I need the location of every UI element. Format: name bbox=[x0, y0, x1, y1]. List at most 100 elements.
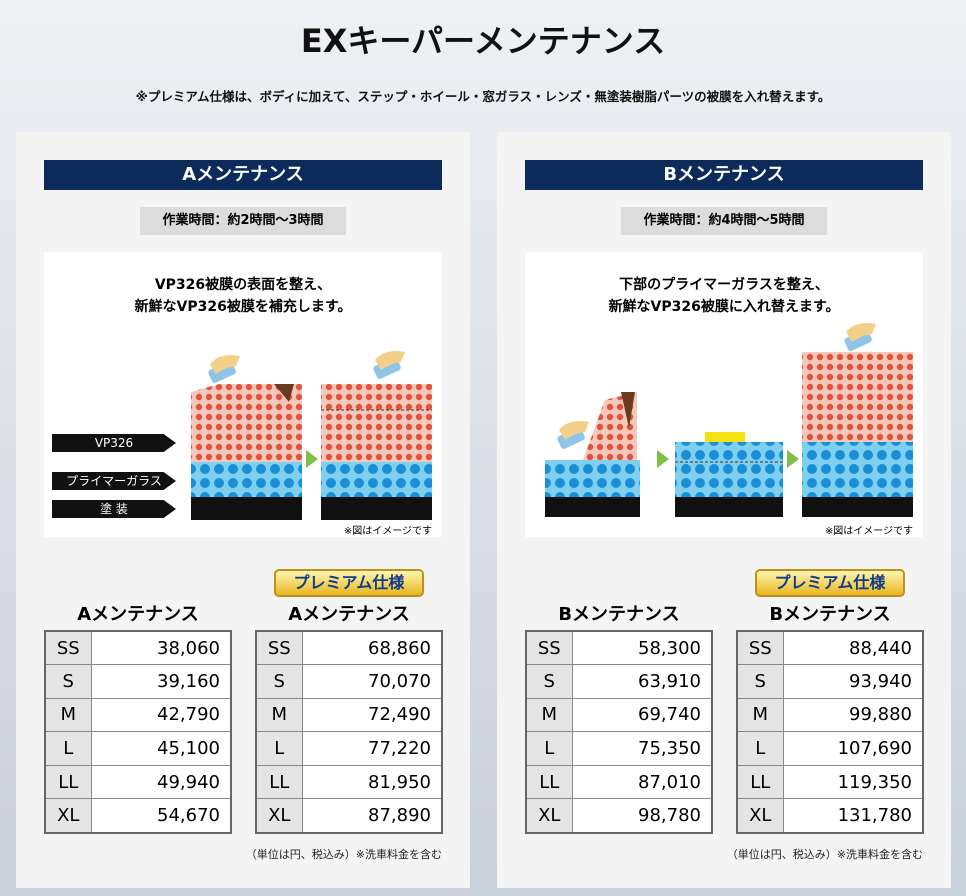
price-cell: 107,690 bbox=[782, 731, 924, 766]
caption: 新鮮なVP326被膜を補充します。 bbox=[134, 299, 352, 315]
panel: Bメンテナンス 作業時間：約4時間〜5時間 下部のプライマーガラスを整え、 新鮮なVP… bbox=[497, 132, 951, 888]
layer-label: VP326 bbox=[52, 434, 176, 452]
size-cell: M bbox=[736, 697, 784, 733]
price-cell: 98,780 bbox=[571, 798, 713, 834]
premium-badge: プレミアム仕様 bbox=[274, 569, 424, 597]
price-cell: 87,890 bbox=[301, 798, 443, 834]
table-row: S 70,070 bbox=[255, 664, 443, 699]
size-cell: XL bbox=[525, 798, 573, 834]
size-cell: S bbox=[255, 664, 303, 699]
diagram bbox=[545, 323, 913, 517]
table-row: S 39,160 bbox=[44, 664, 232, 699]
size-cell: SS bbox=[736, 630, 784, 666]
table-row: LL 49,940 bbox=[44, 764, 232, 800]
price-cell: 49,940 bbox=[90, 764, 232, 800]
price-cell: 58,300 bbox=[571, 630, 713, 666]
price-cell: 99,880 bbox=[782, 697, 924, 733]
size-cell: L bbox=[736, 731, 784, 766]
price-cell: 38,060 bbox=[90, 630, 232, 666]
illustration: 下部のプライマーガラスを整え、 新鮮なVP326被膜に入れ替えます。 ※図はイメージ… bbox=[525, 252, 923, 537]
size-cell: LL bbox=[255, 764, 303, 800]
price-cell: 87,010 bbox=[571, 764, 713, 800]
price-cell: 42,790 bbox=[90, 697, 232, 733]
price-cell: 69,740 bbox=[571, 697, 713, 733]
size-cell: L bbox=[255, 731, 303, 766]
price-cell: 45,100 bbox=[90, 731, 232, 766]
size-cell: LL bbox=[736, 764, 784, 800]
table-row: LL 81,950 bbox=[255, 764, 443, 800]
panel: Aメンテナンス 作業時間：約2時間〜3時間 VP326被膜の表面を整え、 新鮮なVP3… bbox=[16, 132, 470, 888]
diagram bbox=[191, 351, 432, 520]
table-row: L 77,220 bbox=[255, 731, 443, 766]
size-cell: SS bbox=[525, 630, 573, 666]
premium-badge: プレミアム仕様 bbox=[755, 569, 905, 597]
table-row: XL 131,780 bbox=[736, 798, 924, 834]
image-note: ※図はイメージです bbox=[824, 526, 913, 537]
table-row: L 45,100 bbox=[44, 731, 232, 766]
table-title: Bメンテナンス bbox=[558, 604, 680, 625]
image-note: ※図はイメージです bbox=[343, 526, 432, 537]
panel-heading: Aメンテナンス bbox=[44, 160, 442, 190]
price-cell: 68,860 bbox=[301, 630, 443, 666]
price-cell: 72,490 bbox=[301, 697, 443, 733]
caption: VP326被膜の表面を整え、 bbox=[154, 277, 332, 293]
size-cell: SS bbox=[44, 630, 92, 666]
illustration: VP326被膜の表面を整え、新鮮なVP326被膜を補充します。 VP326 プライマ… bbox=[44, 252, 442, 537]
table-title: Aメンテナンス bbox=[288, 604, 410, 625]
price-table: SS 88,440 S 93,940 M 99,880 L 107,690 LL 119,350 X… bbox=[736, 630, 924, 834]
note: ※プレミアム仕様は、ボディに加えて、ステップ・ホイール・窓ガラス・レンズ・無塗装… bbox=[135, 89, 831, 104]
size-cell: XL bbox=[44, 798, 92, 834]
table-title: Aメンテナンス bbox=[77, 604, 199, 625]
price-cell: 75,350 bbox=[571, 731, 713, 766]
size-cell: LL bbox=[44, 764, 92, 800]
table-row: S 63,910 bbox=[525, 664, 713, 699]
table-row: SS 38,060 bbox=[44, 630, 232, 666]
price-cell: 63,910 bbox=[571, 664, 713, 699]
price-cell: 93,940 bbox=[782, 664, 924, 699]
layer-label: プライマーガラス bbox=[52, 472, 176, 490]
size-cell: L bbox=[525, 731, 573, 766]
work-time: 作業時間：約2時間〜3時間 bbox=[140, 207, 346, 235]
table-row: XL 54,670 bbox=[44, 798, 232, 834]
table-row: XL 98,780 bbox=[525, 798, 713, 834]
price-table: SS 38,060 S 39,160 M 42,790 L 45,100 LL 49,940 XL 5… bbox=[44, 630, 232, 834]
page-title: EXキーパーメンテナンス bbox=[300, 22, 666, 60]
price-table: SS 68,860 S 70,070 M 72,490 L 77,220 LL 81,950 XL 8… bbox=[255, 630, 443, 834]
panel-heading: Bメンテナンス bbox=[525, 160, 923, 190]
table-row: S 93,940 bbox=[736, 664, 924, 699]
table-row: M 69,740 bbox=[525, 697, 713, 733]
footnote: （単位は円、税込み）※洗車料金を含む bbox=[245, 848, 442, 861]
table-row: M 72,490 bbox=[255, 697, 443, 733]
footnote: （単位は円、税込み）※洗車料金を含む bbox=[726, 848, 923, 861]
price-cell: 88,440 bbox=[782, 630, 924, 666]
caption: 下部のプライマーガラスを整え、 bbox=[619, 277, 829, 293]
price-cell: 119,350 bbox=[782, 764, 924, 800]
layer-label: 塗 装 bbox=[52, 500, 176, 518]
table-row: XL 87,890 bbox=[255, 798, 443, 834]
price-cell: 131,780 bbox=[782, 798, 924, 834]
price-cell: 70,070 bbox=[301, 664, 443, 699]
price-cell: 39,160 bbox=[90, 664, 232, 699]
size-cell: LL bbox=[525, 764, 573, 800]
size-cell: M bbox=[44, 697, 92, 733]
table-row: SS 88,440 bbox=[736, 630, 924, 666]
table-row: L 107,690 bbox=[736, 731, 924, 766]
table-row: L 75,350 bbox=[525, 731, 713, 766]
price-cell: 54,670 bbox=[90, 798, 232, 834]
table-row: SS 58,300 bbox=[525, 630, 713, 666]
price-cell: 81,950 bbox=[301, 764, 443, 800]
price-table: SS 58,300 S 63,910 M 69,740 L 75,350 LL 87,010 XL 9… bbox=[525, 630, 713, 834]
price-cell: 77,220 bbox=[301, 731, 443, 766]
table-title: Bメンテナンス bbox=[769, 604, 891, 625]
size-cell: S bbox=[736, 664, 784, 699]
size-cell: M bbox=[255, 697, 303, 733]
work-time: 作業時間：約4時間〜5時間 bbox=[621, 207, 827, 235]
table-row: LL 119,350 bbox=[736, 764, 924, 800]
size-cell: XL bbox=[736, 798, 784, 834]
size-cell: XL bbox=[255, 798, 303, 834]
caption: 新鮮なVP326被膜に入れ替えます。 bbox=[608, 299, 840, 315]
size-cell: S bbox=[44, 664, 92, 699]
table-row: M 99,880 bbox=[736, 697, 924, 733]
table-row: M 42,790 bbox=[44, 697, 232, 733]
